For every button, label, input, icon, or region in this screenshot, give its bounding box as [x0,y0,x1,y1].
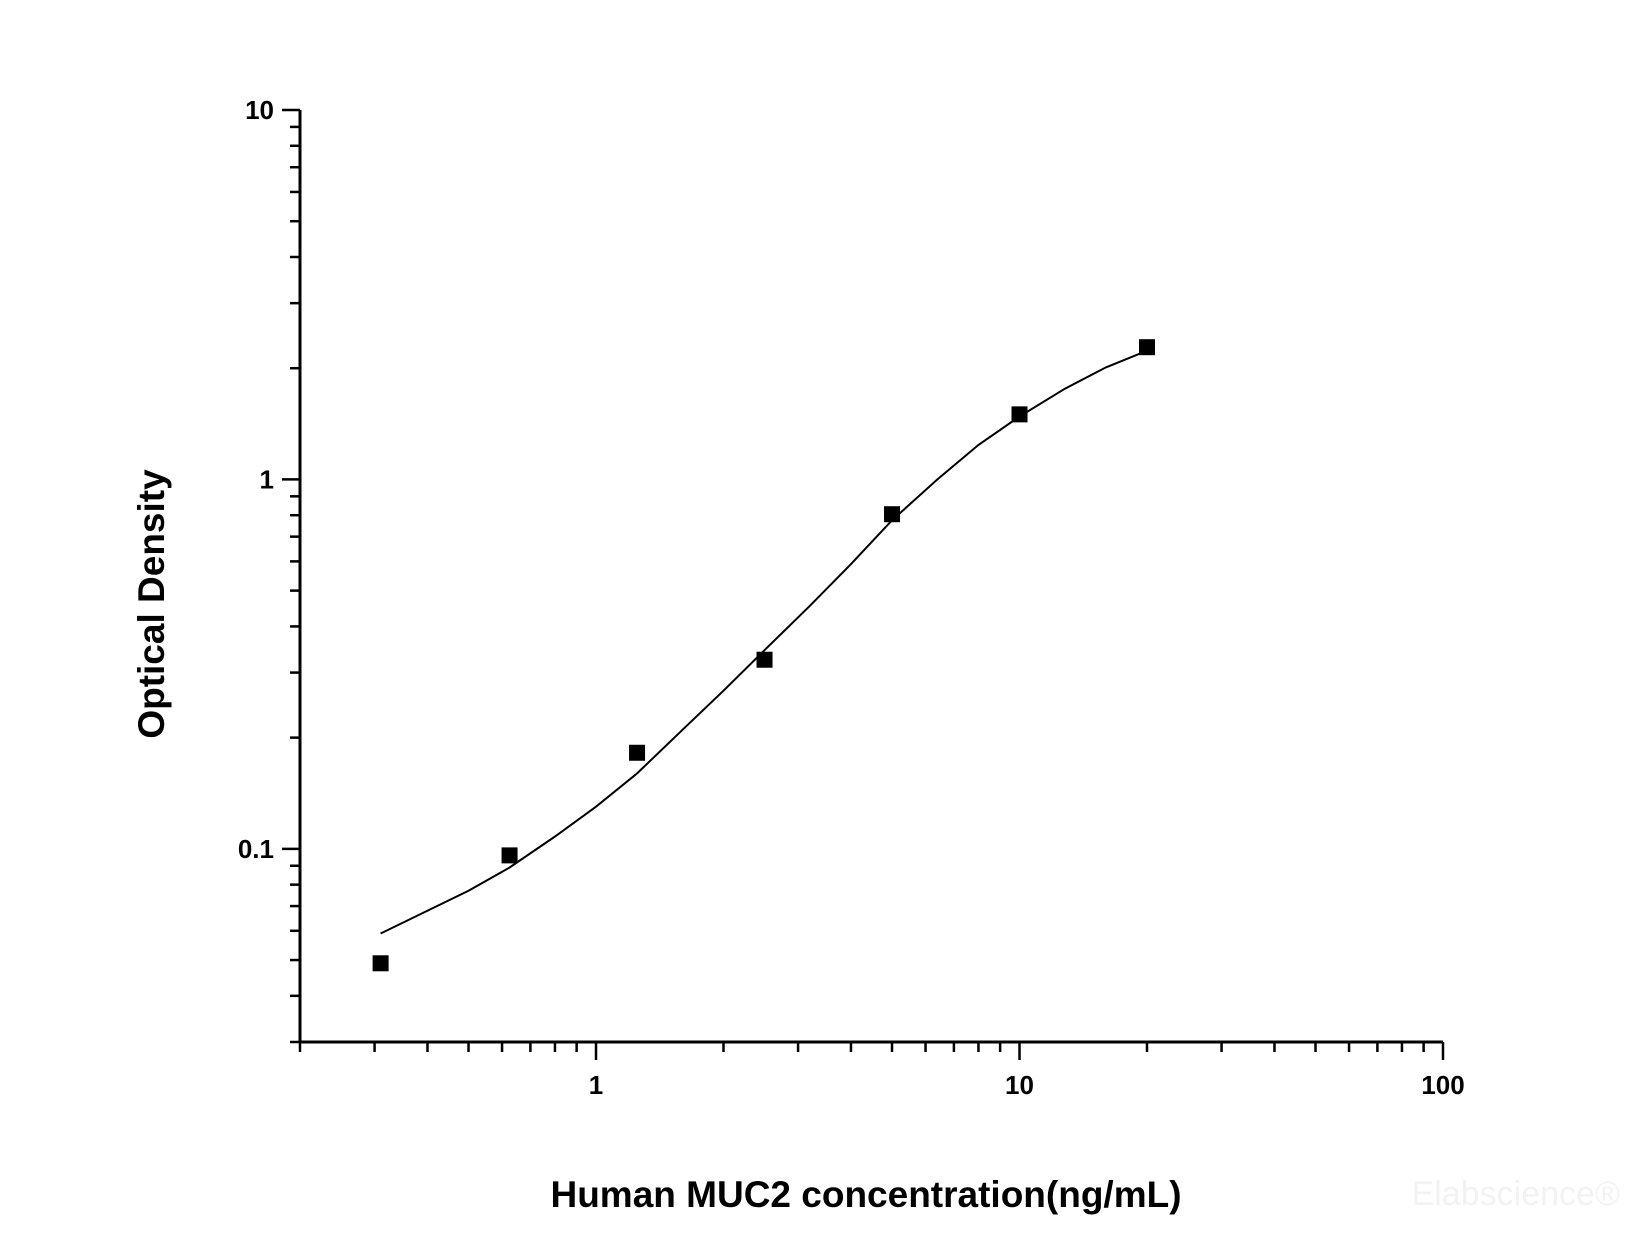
data-points-layer [372,339,1155,972]
data-point [756,651,773,668]
y-axis-ticks: 0.1 1 10 [238,95,300,1044]
x-tick-label: 10 [1005,1070,1034,1100]
x-tick-label: 1 [589,1070,603,1100]
data-point [1138,339,1155,356]
y-tick-label: 1 [260,464,274,494]
x-axis-ticks: 1 10 100 [298,1042,1465,1100]
y-tick-label: 0.1 [238,834,274,864]
fit-curve-line [380,349,1148,935]
y-axis-title: Optical Density [131,469,172,739]
fit-curve-layer [380,349,1148,935]
x-axis-title: Human MUC2 concentration(ng/mL) [550,1174,1181,1215]
y-tick-label: 10 [245,95,274,125]
data-point [1011,406,1028,423]
axes [298,110,1443,1044]
watermark-logo: Elabscience® [1412,1175,1620,1213]
data-point [884,506,901,523]
data-point [372,955,389,972]
data-point [501,847,518,864]
x-tick-label: 100 [1421,1070,1464,1100]
data-point [629,744,646,761]
